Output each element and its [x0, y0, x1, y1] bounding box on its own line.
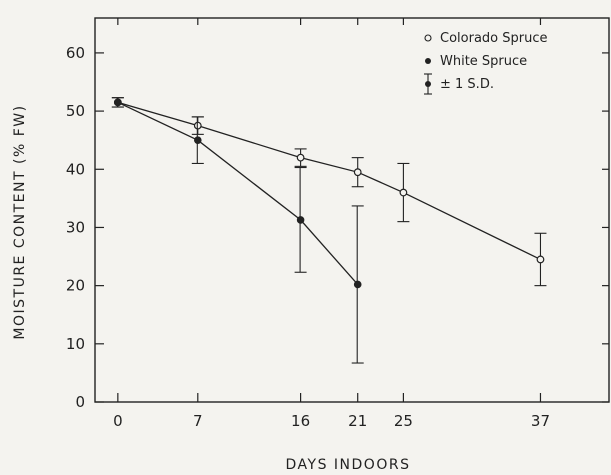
y-ticks: 0 10 20 30 40 50 60: [66, 44, 609, 411]
series-line: [117, 101, 359, 285]
axes: [94, 17, 610, 403]
data-point: [194, 136, 202, 144]
data-point: [353, 168, 362, 177]
legend-marker-sd: [425, 81, 431, 87]
y-tick-label: 0: [75, 393, 85, 411]
x-tick-label: 16: [291, 412, 310, 430]
y-tick-label: 40: [66, 160, 85, 178]
legend: Colorado Spruce White Spruce ± 1 S.D.: [424, 31, 547, 95]
legend-label-colorado: Colorado Spruce: [440, 31, 547, 46]
legend-label-sd: ± 1 S.D.: [440, 77, 494, 92]
x-ticks: 0 7 16 21 25 37: [113, 18, 550, 430]
series-colorado-spruce: [111, 97, 547, 287]
x-tick-label: 0: [113, 412, 123, 430]
x-tick-label: 37: [531, 412, 550, 430]
y-tick-label: 60: [66, 44, 85, 62]
x-axis-title: DAYS INDOORS: [286, 457, 411, 473]
series-line: [117, 101, 541, 261]
y-tick-label: 10: [66, 335, 85, 353]
x-tick-label: 21: [348, 412, 367, 430]
data-point: [353, 280, 362, 289]
data-point: [399, 188, 408, 197]
legend-marker-open: [424, 34, 432, 42]
series-white-spruce: [111, 97, 364, 364]
y-tick-label: 50: [66, 102, 85, 120]
data-point: [296, 153, 305, 162]
data-point: [536, 255, 545, 264]
data-point: [296, 216, 305, 224]
x-tick-label: 7: [193, 412, 203, 430]
y-axis-title: MOISTURE CONTENT (% FW): [12, 104, 28, 339]
data-point: [114, 98, 122, 107]
plot-frame: [94, 17, 610, 403]
y-tick-label: 20: [66, 277, 85, 295]
legend-marker-filled: [425, 58, 431, 64]
legend-label-white: White Spruce: [440, 54, 527, 69]
series-group: [111, 97, 547, 364]
x-tick-label: 25: [394, 412, 413, 430]
y-tick-label: 30: [66, 218, 85, 236]
